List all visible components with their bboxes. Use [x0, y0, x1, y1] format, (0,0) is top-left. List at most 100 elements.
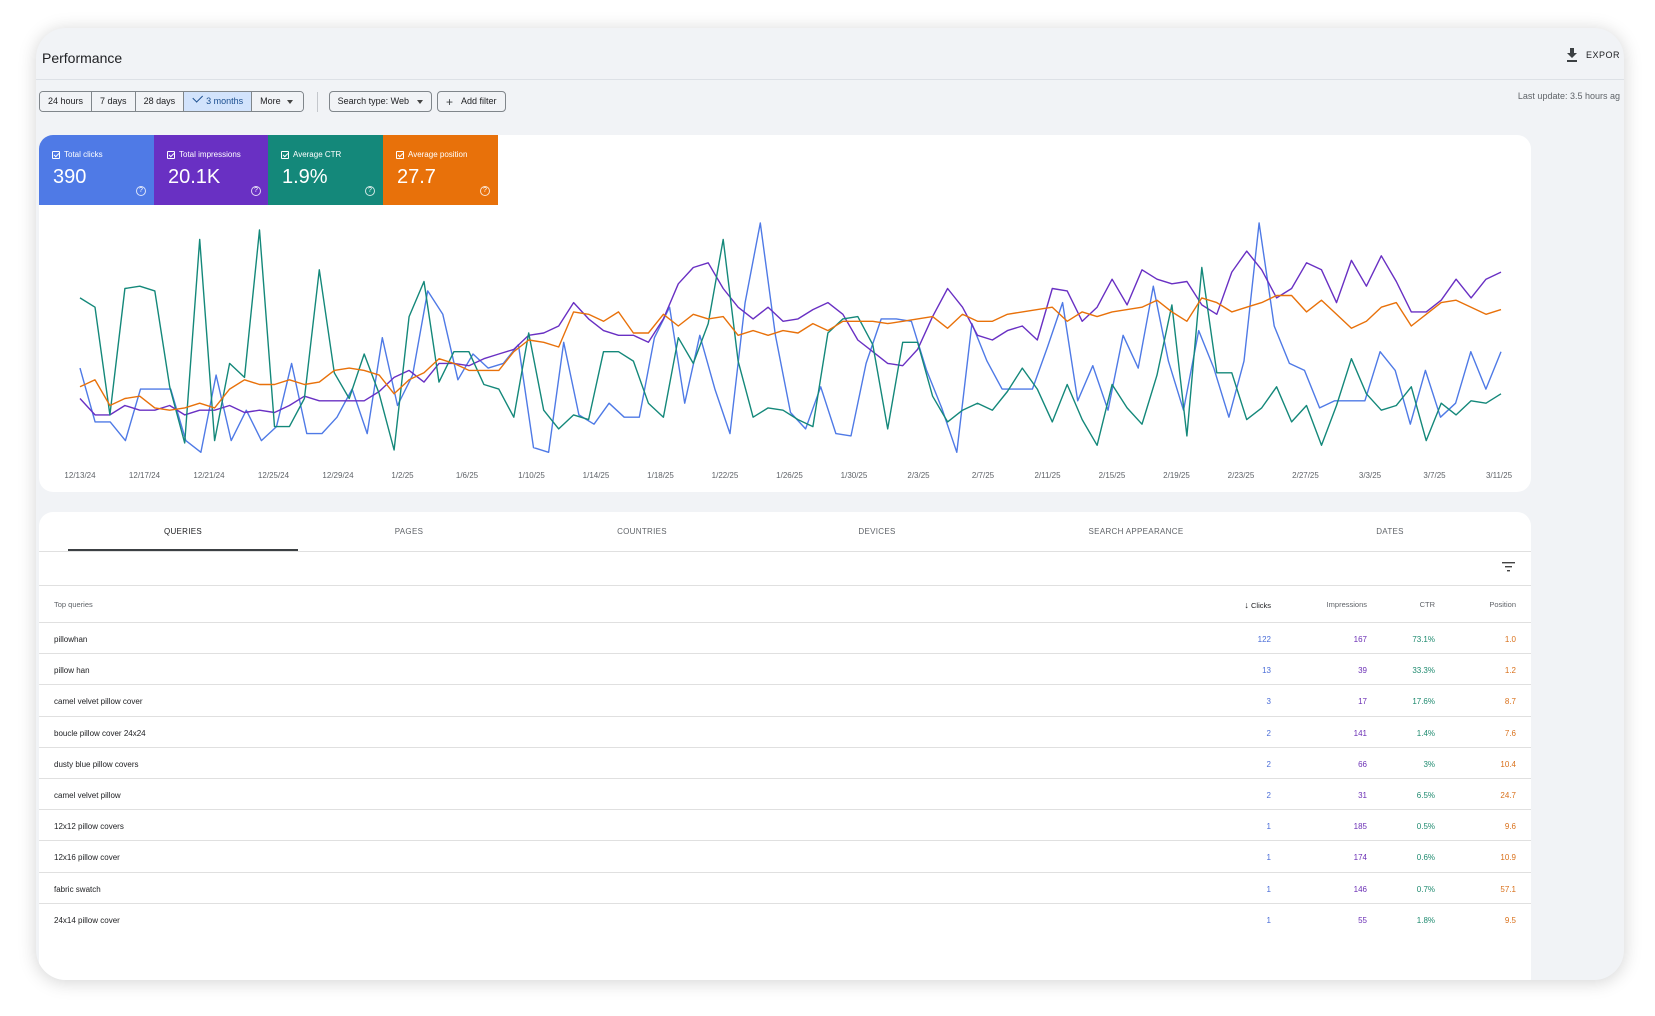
table-row[interactable]: pillowhan 122 167 73.1% 1.0 — [39, 622, 1531, 653]
help-icon[interactable]: ? — [251, 186, 261, 196]
checkbox-icon — [281, 150, 289, 159]
impressions-cell: 55 — [1358, 915, 1367, 925]
position-cell: 9.6 — [1504, 822, 1516, 832]
help-icon[interactable]: ? — [480, 186, 490, 196]
caret-down-icon — [417, 99, 424, 104]
x-tick-label: 12/25/24 — [258, 471, 290, 480]
query-cell: camel velvet pillow — [54, 791, 121, 800]
tab-divider — [39, 551, 1531, 552]
x-tick-label: 2/27/25 — [1292, 471, 1319, 480]
x-tick-label: 1/6/25 — [456, 471, 479, 480]
metric-value: 390 — [53, 166, 87, 188]
divider — [316, 91, 318, 112]
more-dropdown[interactable]: More — [252, 92, 303, 111]
x-tick-label: 1/26/25 — [776, 471, 803, 480]
column-header-ctr[interactable]: CTR — [1419, 600, 1435, 609]
column-header-clicks[interactable]: ↓ Clicks — [1214, 600, 1271, 610]
performance-chart-card: Total clicks 390 ? Total impressions 20.… — [39, 135, 1531, 492]
table-row[interactable]: camel velvet pillow cover 3 17 17.6% 8.7 — [39, 684, 1531, 715]
range-3-months[interactable]: 3 months — [184, 92, 253, 111]
ctr-cell: 0.5% — [1416, 822, 1435, 832]
performance-line-chart[interactable]: 12/13/24 12/17/24 12/21/24 12/25/24 12/29/24… — [39, 135, 1531, 492]
tab-dates[interactable]: DATES — [1376, 527, 1404, 536]
export-button[interactable]: EXPOR — [1566, 48, 1620, 62]
range-28-days[interactable]: 28 days — [135, 92, 185, 111]
check-icon — [192, 92, 204, 103]
checkbox-icon — [167, 150, 175, 159]
export-label: EXPOR — [1585, 50, 1620, 60]
clicks-cell: 2 — [1266, 728, 1271, 738]
add-filter-button[interactable]: + Add filter — [437, 91, 506, 112]
table-row[interactable]: pillow han 13 39 33.3% 1.2 — [39, 653, 1531, 684]
tab-devices[interactable]: DEVICES — [858, 527, 896, 536]
metric-label: Average CTR — [293, 150, 342, 159]
ctr-cell: 17.6% — [1412, 697, 1435, 707]
x-tick-label: 2/15/25 — [1099, 471, 1126, 480]
clicks-cell: 1 — [1266, 884, 1271, 894]
metric-label: Total clicks — [64, 150, 103, 159]
table-row[interactable]: dusty blue pillow covers 2 66 3% 10.4 — [39, 746, 1531, 778]
filter-icon[interactable] — [1502, 562, 1515, 572]
range-24-hours[interactable]: 24 hours — [40, 92, 93, 111]
ctr-cell: 6.5% — [1416, 791, 1435, 800]
table-row[interactable]: 12x12 pillow covers 1 185 0.5% 9.6 — [39, 809, 1531, 840]
page-title: Performance — [42, 50, 123, 66]
table-row[interactable]: boucle pillow cover 24x24 2 141 1.4% 7.6 — [39, 715, 1531, 747]
query-cell: fabric swatch — [54, 884, 101, 894]
clicks-cell: 13 — [1262, 666, 1271, 676]
arrow-down-icon: ↓ — [1244, 600, 1249, 610]
position-cell: 8.7 — [1504, 697, 1516, 707]
tab-countries[interactable]: COUNTRIES — [617, 527, 667, 536]
checkbox-icon — [52, 150, 60, 159]
x-tick-label: 2/19/25 — [1163, 471, 1190, 480]
position-cell: 9.5 — [1504, 915, 1516, 925]
position-cell: 24.7 — [1500, 791, 1516, 800]
search-type-dropdown[interactable]: Search type: Web — [328, 91, 433, 112]
help-icon[interactable]: ? — [136, 186, 146, 196]
clicks-header-label: Clicks — [1251, 601, 1271, 610]
clicks-cell: 1 — [1266, 853, 1271, 863]
impressions-cell: 167 — [1353, 635, 1367, 644]
ctr-cell: 73.1% — [1412, 635, 1435, 644]
tab-search-appearance[interactable]: SEARCH APPEARANCE — [1088, 527, 1184, 536]
ctr-cell: 0.6% — [1416, 853, 1435, 863]
table-row[interactable]: 24x14 pillow cover 1 55 1.8% 9.5 — [39, 902, 1531, 934]
impressions-cell: 141 — [1353, 728, 1367, 738]
clicks-cell: 3 — [1266, 697, 1271, 707]
impressions-cell: 185 — [1353, 822, 1367, 832]
position-cell: 7.6 — [1504, 728, 1516, 738]
position-cell: 1.2 — [1504, 666, 1516, 676]
x-tick-label: 2/3/25 — [907, 471, 930, 480]
x-tick-label: 3/3/25 — [1359, 471, 1382, 480]
series-line-total-clicks — [79, 222, 1502, 453]
table-row[interactable]: fabric swatch 1 146 0.7% 57.1 — [39, 871, 1531, 903]
table-row[interactable]: camel velvet pillow 2 31 6.5% 24.7 — [39, 778, 1531, 809]
ctr-cell: 3% — [1423, 759, 1435, 769]
query-cell: 12x12 pillow covers — [54, 822, 124, 832]
table-row[interactable]: 12x16 pillow cover 1 174 0.6% 10.9 — [39, 840, 1531, 871]
metric-average-position[interactable]: Average position 27.7 ? — [383, 135, 498, 205]
column-header-position[interactable]: Position — [1489, 600, 1516, 609]
metric-value: 1.9% — [282, 166, 328, 188]
clicks-cell: 122 — [1257, 635, 1271, 644]
last-update-text: Last update: 3.5 hours ag — [1517, 91, 1620, 101]
more-label: More — [260, 96, 281, 106]
column-header-impressions[interactable]: Impressions — [1326, 600, 1367, 609]
x-tick-label: 2/11/25 — [1034, 471, 1061, 480]
impressions-cell: 17 — [1358, 697, 1367, 707]
tab-queries[interactable]: QUERIES — [163, 527, 203, 536]
metric-total-clicks[interactable]: Total clicks 390 ? — [39, 135, 154, 205]
query-cell: dusty blue pillow covers — [54, 759, 139, 769]
position-cell: 57.1 — [1500, 884, 1516, 894]
range-7-days[interactable]: 7 days — [92, 92, 136, 111]
x-tick-label: 3/11/25 — [1486, 471, 1513, 480]
download-icon — [1566, 48, 1577, 62]
tab-pages[interactable]: PAGES — [394, 527, 424, 536]
plus-icon: + — [446, 94, 454, 109]
filter-bar: 24 hours 7 days 28 days 3 months More Se… — [39, 91, 511, 112]
x-tick-label: 1/10/25 — [518, 471, 545, 480]
metric-average-ctr[interactable]: Average CTR 1.9% ? — [268, 135, 383, 205]
x-tick-label: 1/22/25 — [712, 471, 739, 480]
metric-total-impressions[interactable]: Total impressions 20.1K ? — [154, 135, 269, 205]
help-icon[interactable]: ? — [365, 186, 375, 196]
